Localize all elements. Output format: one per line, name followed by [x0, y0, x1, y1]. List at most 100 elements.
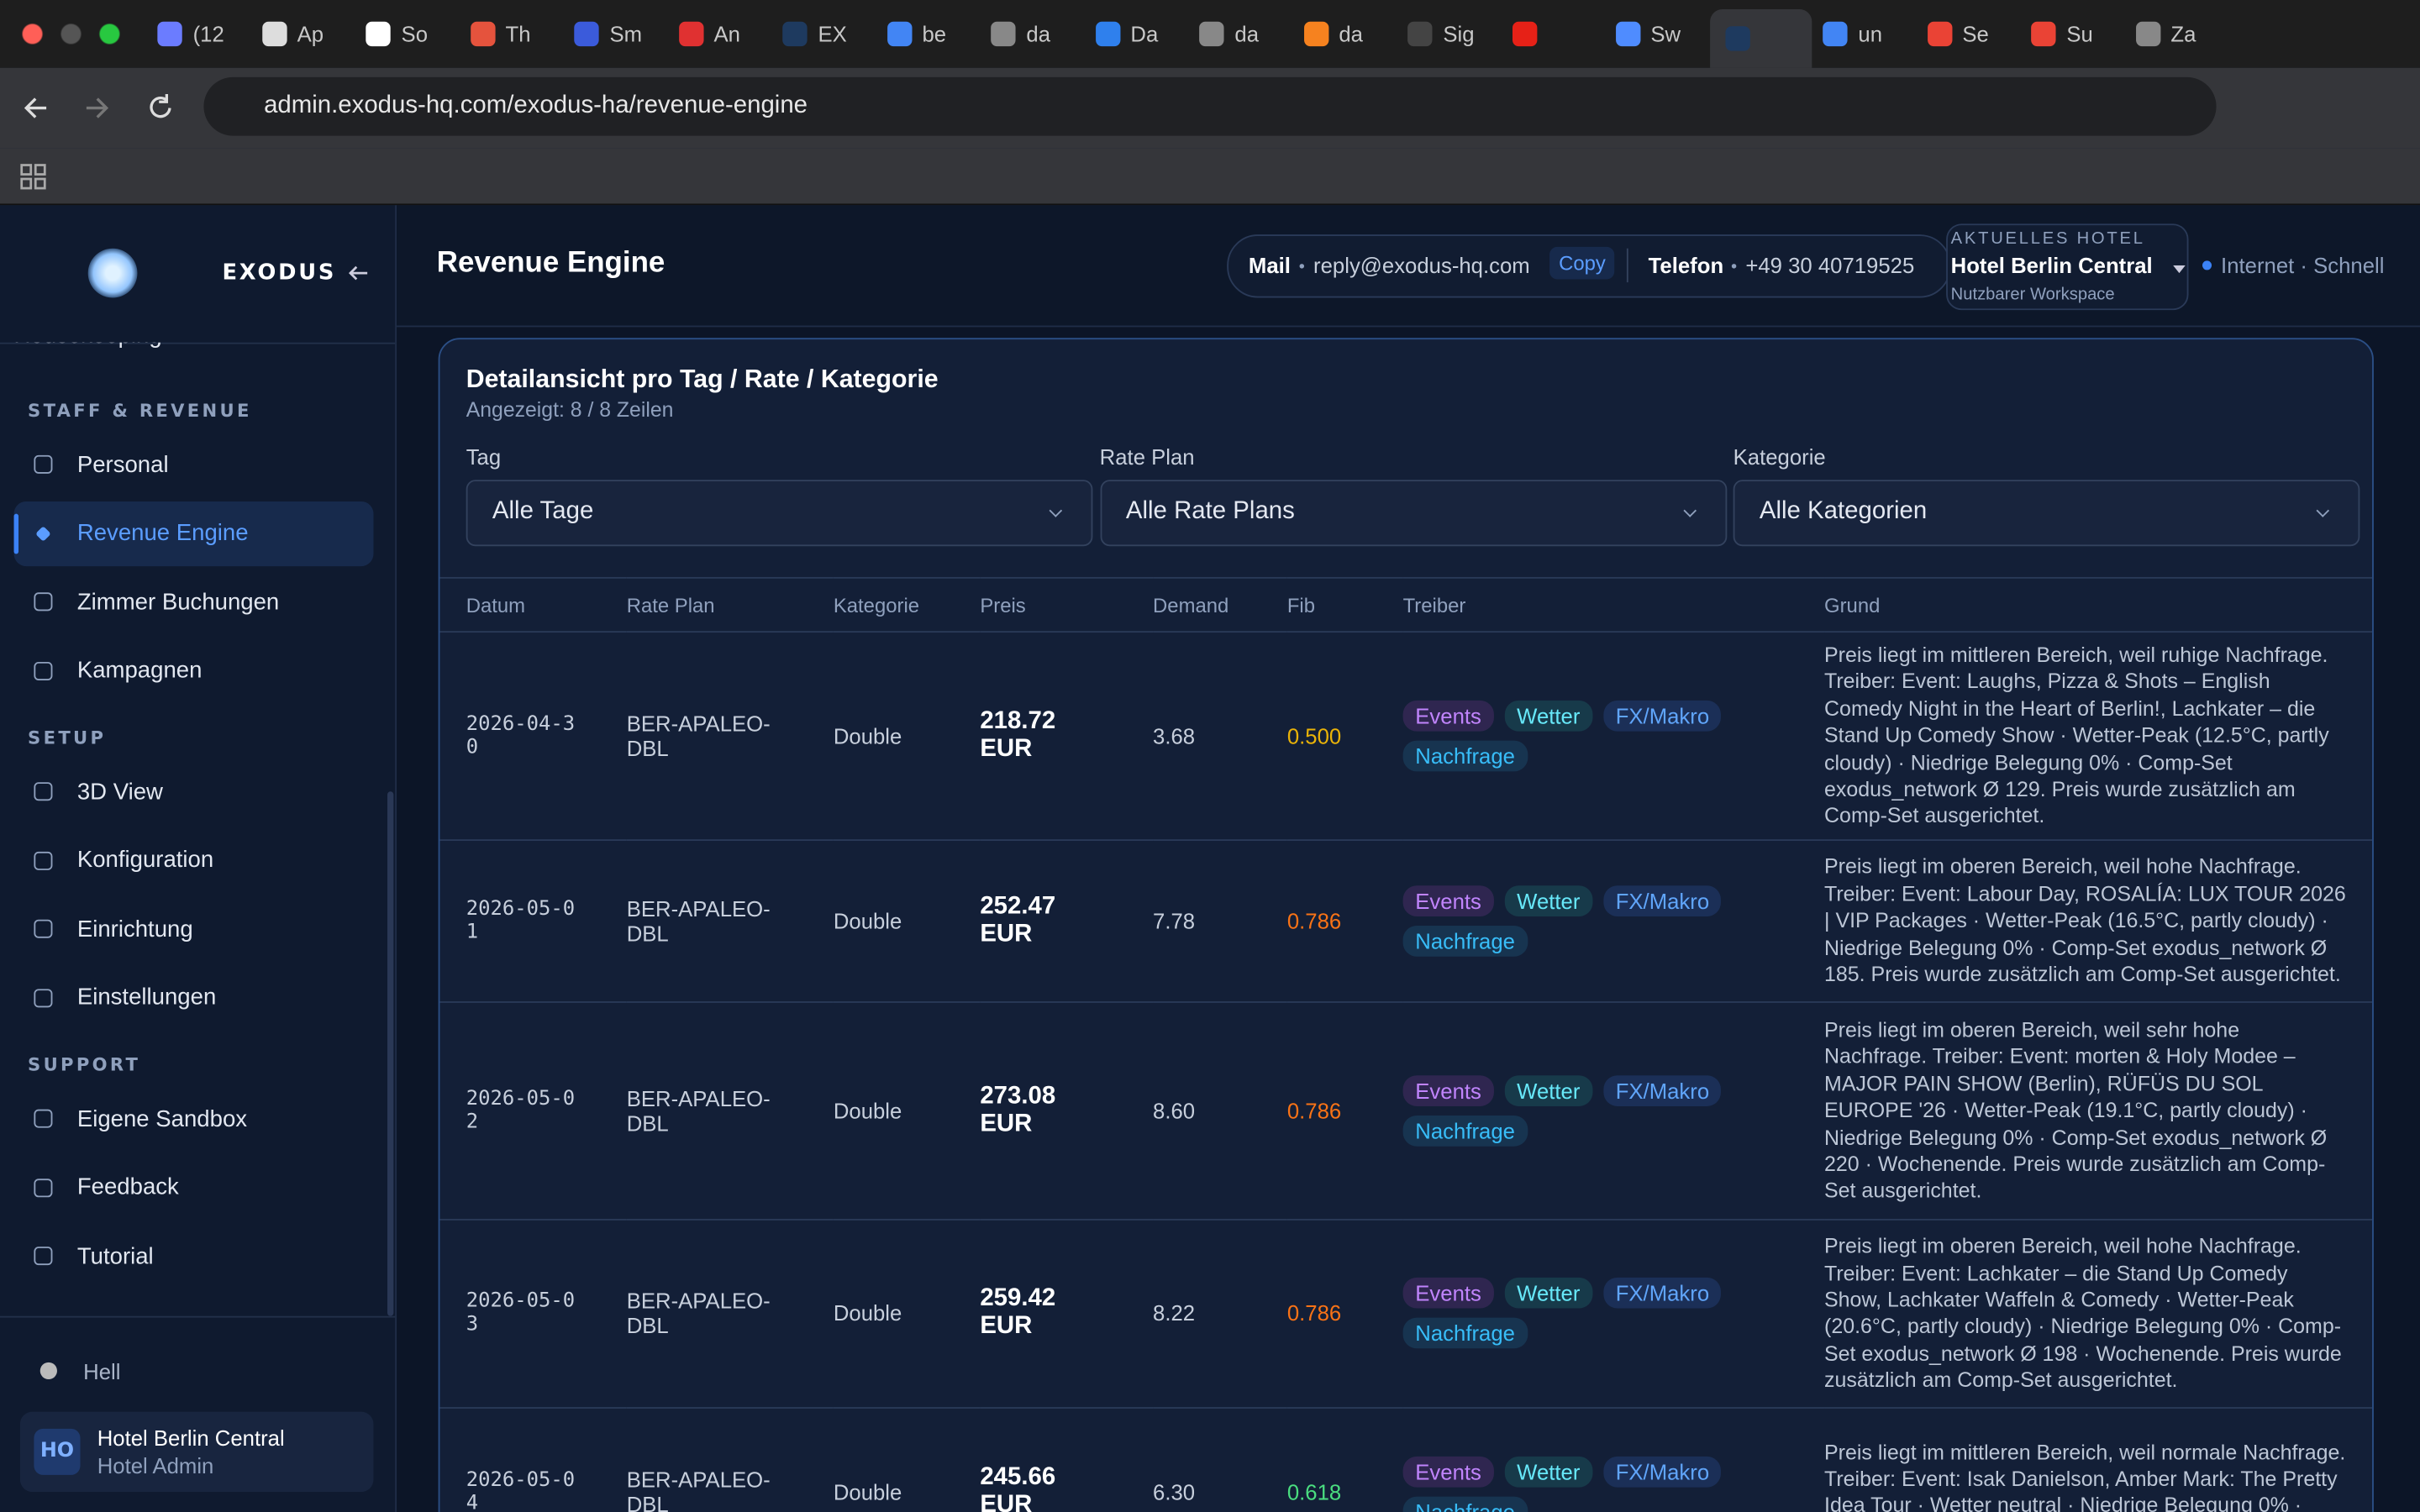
apps-icon[interactable] — [20, 164, 48, 192]
tab-title: So — [401, 21, 429, 47]
page-title: Revenue Engine — [436, 246, 666, 280]
table-row[interactable]: 2026-05-03 BER-APALEO-DBL Double 259.42 EUR… — [439, 1219, 2373, 1409]
tab[interactable]: un — [1823, 13, 1882, 55]
tab-icon — [470, 21, 495, 47]
driver-chip: FX/Makro — [1602, 1074, 1722, 1106]
demand-cell: 7.78 — [1153, 839, 1287, 1003]
user-card[interactable]: HO Hotel Berlin Central Hotel Admin — [19, 1411, 374, 1493]
drivers-cell: Events Wetter FX/Makro Nachfrage — [1402, 1407, 1825, 1512]
date-cell: 2026-05-02 — [439, 1001, 627, 1221]
tab-icon — [678, 21, 703, 47]
tab[interactable]: Sw — [1615, 13, 1681, 55]
nav-icon — [34, 919, 53, 938]
tab[interactable]: Za — [2135, 13, 2196, 55]
nav-item[interactable]: Einrichtung — [14, 896, 374, 961]
phone-number: +49 30 40719525 — [1745, 253, 1915, 278]
nav-item[interactable]: Eigene Sandbox — [14, 1086, 374, 1151]
tab-title: Se — [1962, 21, 1989, 47]
nav-item[interactable]: Tutorial — [14, 1224, 374, 1289]
tab[interactable]: Ap — [261, 13, 324, 55]
tab[interactable]: Sig — [1407, 13, 1475, 55]
address-bar[interactable]: admin.exodus-hq.com/exodus-ha/revenue-en… — [203, 76, 2217, 136]
nav-item[interactable]: Zimmer Buchungen — [14, 570, 374, 634]
connection-status: Internet · Schnell — [2221, 253, 2385, 278]
column-header: Kategorie — [833, 576, 981, 633]
tab[interactable]: da — [1199, 13, 1259, 55]
collapse-button[interactable] — [347, 264, 369, 282]
tab-title: (12 — [192, 21, 224, 47]
tab[interactable]: Th — [470, 13, 531, 55]
nav-item[interactable]: Housekeeping — [14, 343, 374, 367]
tab[interactable]: An — [678, 13, 740, 55]
tab-title: un — [1858, 21, 1883, 47]
fib-cell: 0.786 — [1286, 1219, 1403, 1409]
nav-buttons[interactable] — [22, 92, 207, 123]
tab-icon — [1823, 21, 1848, 47]
tab[interactable]: be — [886, 13, 946, 55]
detail-card: Detailansicht pro Tag / Rate / Kategorie… — [438, 338, 2374, 1512]
category-cell: Double — [833, 1407, 981, 1512]
column-header: Fib — [1286, 576, 1403, 633]
tab[interactable]: (12 — [157, 13, 224, 55]
tab[interactable]: Su — [2031, 13, 2093, 55]
user-name: Hotel Berlin Central — [97, 1425, 285, 1451]
tab-title: Da — [1130, 21, 1159, 47]
nav-item[interactable]: Kampagnen — [14, 638, 374, 702]
nav-item[interactable]: Konfiguration — [14, 827, 374, 892]
hotel-switcher[interactable]: AKTUELLES HOTEL Hotel Berlin Central Nut… — [1946, 223, 2189, 311]
tab-title: Sm — [609, 21, 643, 47]
nav-item[interactable]: Feedback — [14, 1155, 374, 1220]
nav-item[interactable]: Einstellungen — [14, 965, 374, 1030]
card-title: Detailansicht pro Tag / Rate / Kategorie — [466, 365, 939, 394]
tab-title: EX — [818, 21, 847, 47]
filter-select[interactable]: Alle Rate Plans — [1099, 480, 1727, 547]
driver-chip: FX/Makro — [1602, 700, 1722, 732]
sidebar: EXODUS Housekeeping STAFF & REVENUE Person… — [0, 205, 397, 1512]
copy-button[interactable]: Copy — [1549, 246, 1615, 280]
nav-item[interactable]: Revenue Engine — [13, 501, 374, 566]
reason-cell: Preis liegt im oberen Bereich, weil hohe… — [1824, 1219, 2373, 1409]
nav-label: Einrichtung — [76, 916, 193, 942]
table-row[interactable]: 2026-05-01 BER-APALEO-DBL Double 252.47 EUR… — [439, 839, 2373, 1003]
demand-cell: 8.22 — [1153, 1219, 1287, 1409]
nav-item[interactable]: 3D View — [14, 759, 374, 824]
tab-title: be — [922, 21, 947, 47]
tab[interactable]: EX — [782, 13, 847, 55]
filter-select[interactable]: Alle Tage — [466, 480, 1093, 547]
tab[interactable]: Sm — [574, 13, 642, 55]
tab-title: Sw — [1650, 21, 1681, 47]
driver-chip: Events — [1402, 1457, 1494, 1488]
category-cell: Double — [833, 839, 981, 1003]
tab[interactable] — [1710, 9, 1812, 68]
driver-chip: Wetter — [1504, 700, 1593, 732]
tab-title: An — [713, 21, 740, 47]
card-subtitle: Angezeigt: 8 / 8 Zeilen — [466, 397, 674, 422]
nav-icon — [35, 525, 51, 541]
tab[interactable] — [1512, 13, 1537, 55]
filter-select[interactable]: Alle Kategorien — [1733, 480, 2360, 547]
tab[interactable]: da — [991, 13, 1050, 55]
scrollbar — [387, 791, 394, 1316]
tab[interactable]: So — [366, 13, 428, 55]
tab[interactable]: Se — [1927, 13, 1989, 55]
separator-dot — [1299, 264, 1305, 269]
phone-label: Telefon — [1648, 253, 1724, 278]
bookmarks-bar — [0, 148, 2420, 206]
tab[interactable]: Da — [1095, 13, 1158, 55]
theme-toggle[interactable]: Hell — [83, 1359, 121, 1384]
drivers-cell: Events Wetter FX/Makro Nachfrage — [1402, 632, 1825, 841]
column-header: Treiber — [1402, 576, 1825, 633]
table-row[interactable]: 2026-05-04 BER-APALEO-DBL Double 245.66 EUR… — [439, 1407, 2373, 1512]
nav-item[interactable]: Personal — [14, 432, 374, 496]
nav-icon — [34, 850, 53, 870]
brand-row: EXODUS — [0, 205, 396, 344]
hotel-label: AKTUELLES HOTEL — [1950, 229, 2145, 249]
tab[interactable]: da — [1303, 13, 1363, 55]
driver-chip: FX/Makro — [1602, 1278, 1722, 1310]
drivers-cell: Events Wetter FX/Makro Nachfrage — [1402, 839, 1825, 1003]
nav-icon — [34, 988, 53, 1007]
table-row[interactable]: 2026-04-30 BER-APALEO-DBL Double 218.72 EUR… — [439, 632, 2373, 841]
table-row[interactable]: 2026-05-02 BER-APALEO-DBL Double 273.08 EUR… — [439, 1001, 2373, 1221]
driver-chip: Nachfrage — [1402, 925, 1528, 957]
